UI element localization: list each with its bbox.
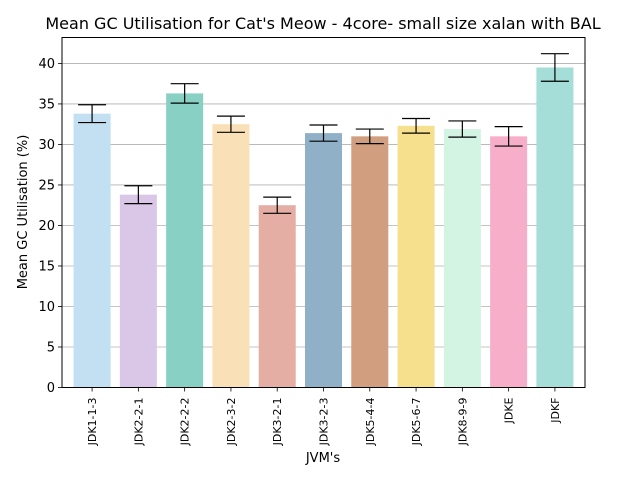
chart-title: Mean GC Utilisation for Cat's Meow - 4co… <box>45 14 600 33</box>
x-axis-ticks: JDK1-1-3 JDK2-2-1 JDK2-2-2 JDK2-3-2 JDK3-2-1… <box>86 387 562 447</box>
y-tick-label: 30 <box>38 138 55 153</box>
x-tick-label: JDK3-2-1 <box>271 398 284 447</box>
error-bars <box>78 53 569 214</box>
bar-jdk2-2-2 <box>166 93 204 388</box>
x-axis-label: JVM's <box>305 451 341 466</box>
bar-jdk3-2-3 <box>304 133 343 388</box>
x-tick-label: JDK8-9-9 <box>456 398 469 447</box>
y-axis-ticks: 0 5 10 15 20 25 30 35 40 <box>38 57 62 396</box>
bar-jdk5-6-7 <box>397 125 435 388</box>
x-tick-label: JDK2-2-1 <box>132 398 145 447</box>
x-tick-label: JDK1-1-3 <box>86 398 99 447</box>
bar-jdk5-4-4 <box>351 136 389 388</box>
x-tick-label: JDK2-2-2 <box>179 398 192 447</box>
bar-jdk2-2-1 <box>119 194 157 388</box>
y-tick-label: 40 <box>38 57 55 72</box>
y-axis-label: Mean GC Utilisation (%) <box>16 135 31 290</box>
bar-jdk1-1-3 <box>73 113 111 388</box>
bar-jdkf <box>536 67 574 388</box>
x-tick-label: JDK2-3-2 <box>225 398 238 447</box>
x-tick-label: JDK5-6-7 <box>410 398 423 447</box>
y-tick-label: 10 <box>38 300 55 315</box>
bar-jdk3-2-1 <box>258 205 296 388</box>
bar-jdk8-9-9 <box>443 129 481 388</box>
x-tick-label: JDK3-2-3 <box>318 398 331 447</box>
x-tick-label: JDK5-4-4 <box>364 398 377 447</box>
bar-jdk2-3-2 <box>212 124 250 388</box>
y-tick-label: 15 <box>38 259 55 274</box>
y-tick-label: 35 <box>38 97 55 112</box>
x-tick-label: JDKF <box>549 398 562 424</box>
bar-jdke <box>490 136 528 388</box>
x-tick-label: JDKE <box>503 397 516 424</box>
y-tick-label: 5 <box>47 340 55 355</box>
y-tick-label: 25 <box>38 178 55 193</box>
y-tick-label: 0 <box>47 381 55 396</box>
y-tick-label: 20 <box>38 219 55 234</box>
bars <box>73 67 574 388</box>
